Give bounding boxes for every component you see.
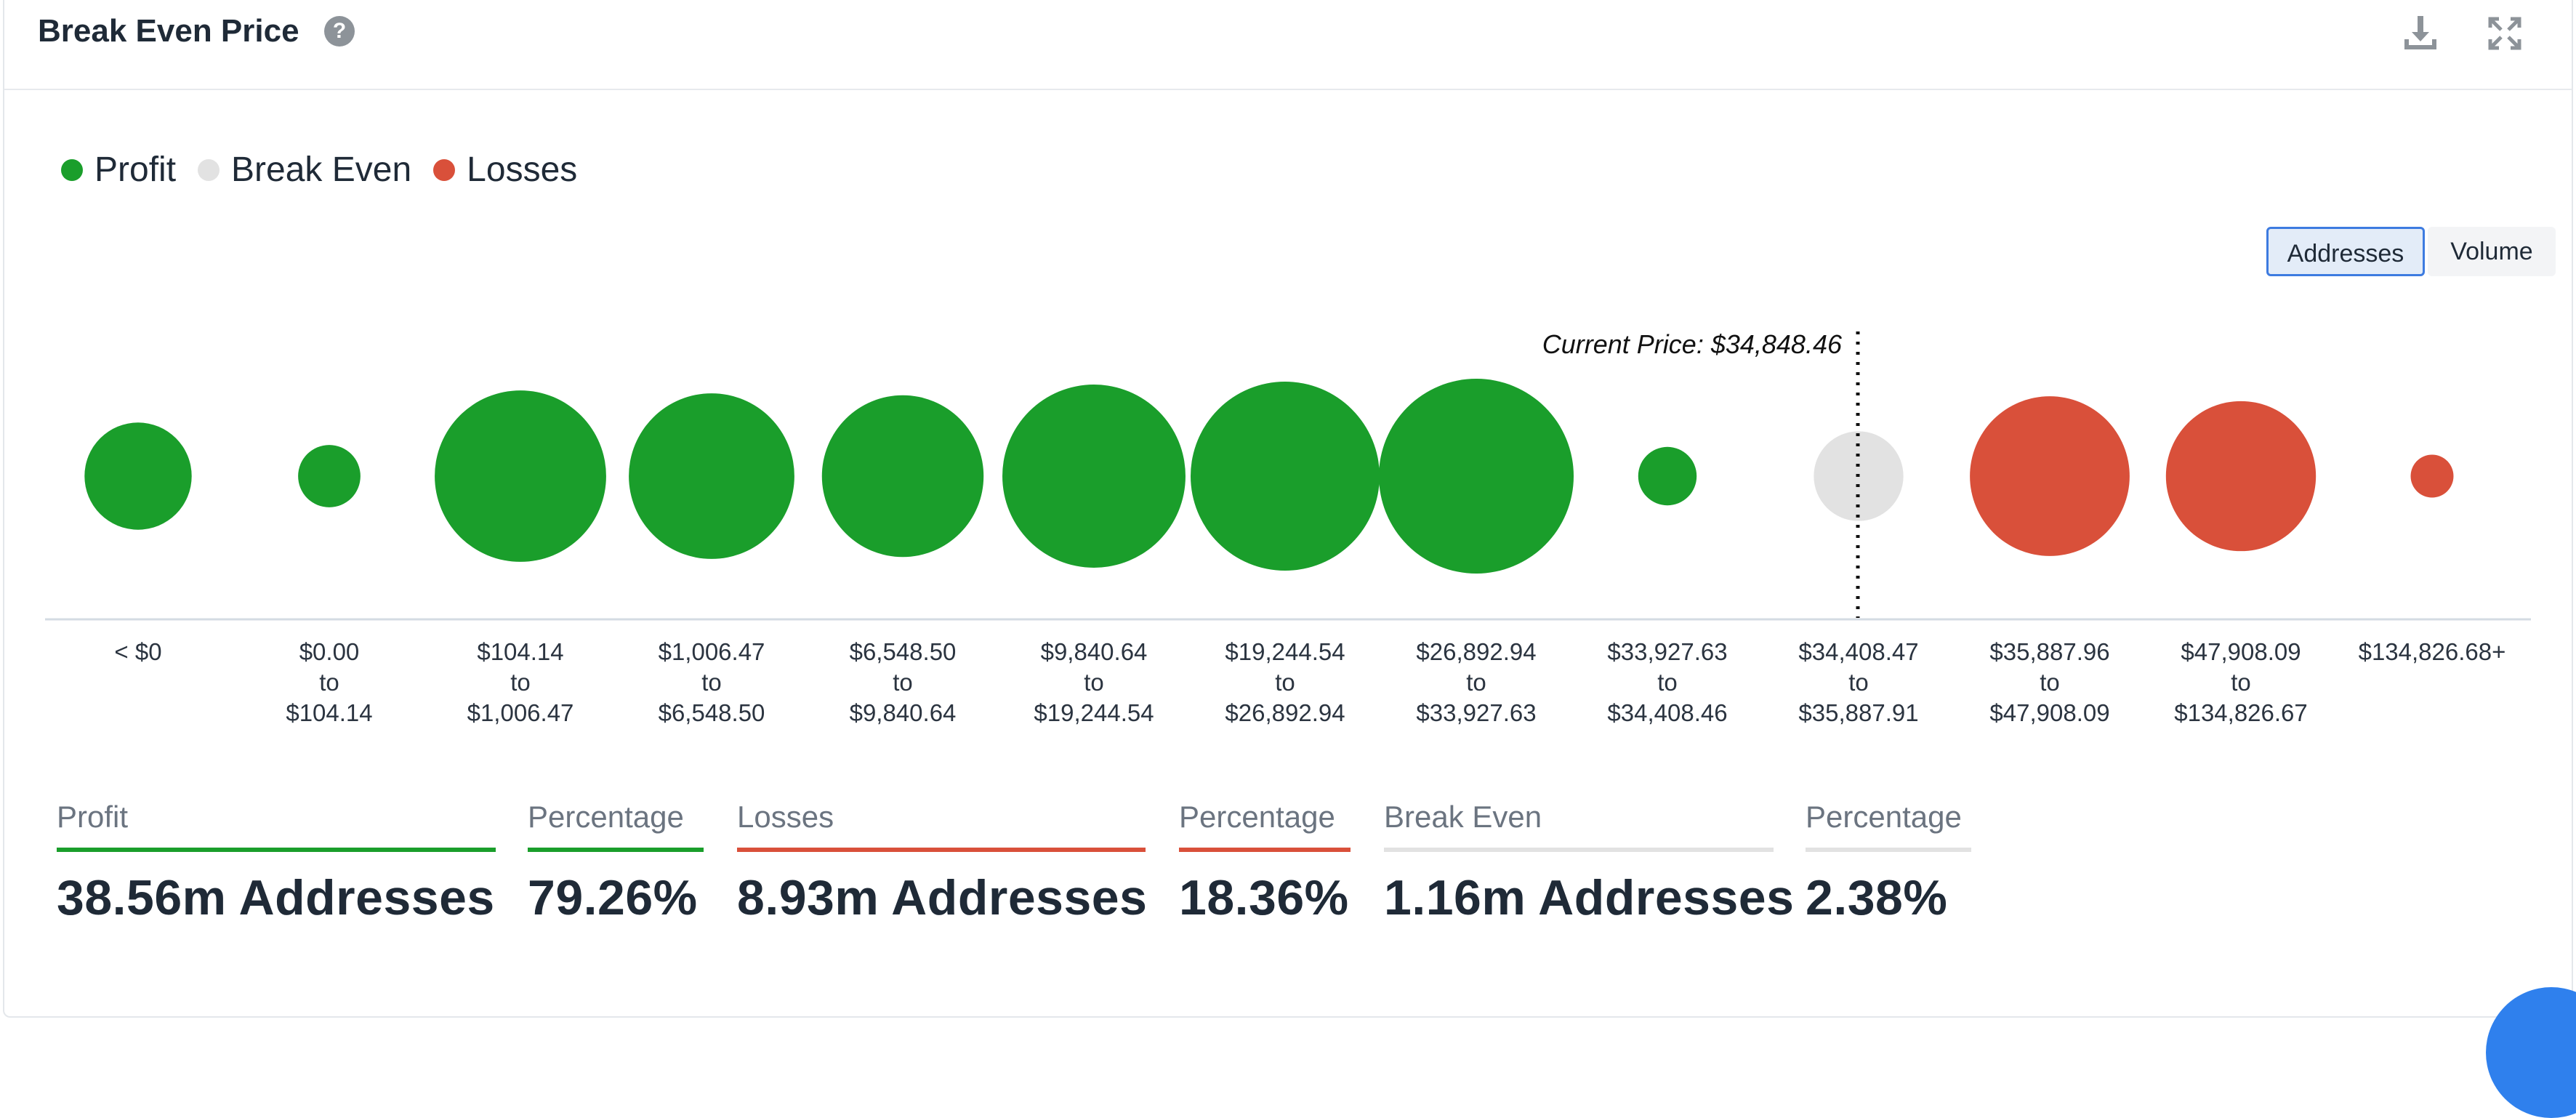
- x-tick-label: $134,826.67: [2174, 699, 2308, 726]
- bubble-profit[interactable]: [1002, 385, 1186, 568]
- stat-value: 2.38%: [1806, 870, 1948, 925]
- x-tick-label: to: [2231, 669, 2251, 696]
- download-icon[interactable]: [2399, 12, 2442, 55]
- x-tick-label: $0.00: [299, 638, 360, 665]
- x-tick-label: to: [1848, 669, 1869, 696]
- x-tick-label: $104.14: [477, 638, 563, 665]
- bubble-losses[interactable]: [1970, 396, 2130, 556]
- x-tick-label: to: [510, 669, 531, 696]
- x-tick-label: $34,408.46: [1607, 699, 1727, 726]
- stat-profit-percentage: Percentage 79.26%: [528, 800, 704, 926]
- stat-rule: [1384, 848, 1774, 852]
- help-icon[interactable]: ?: [324, 16, 355, 47]
- stat-value: 38.56m Addresses: [57, 870, 495, 925]
- x-tick-label: to: [1657, 669, 1678, 696]
- bubble-profit[interactable]: [1638, 446, 1697, 506]
- stat-label: Percentage: [1179, 800, 1335, 834]
- stat-break-even: Break Even 1.16m Addresses: [1384, 800, 1795, 926]
- bubble-series: [84, 379, 2454, 574]
- x-tick-label: $19,244.54: [1034, 699, 1154, 726]
- stat-rule: [737, 848, 1146, 852]
- page-title: Break Even Price: [38, 13, 299, 49]
- x-tick-label: $9,840.64: [1041, 638, 1148, 665]
- stat-rule: [1179, 848, 1351, 852]
- bubble-profit[interactable]: [1191, 382, 1380, 571]
- current-price-label: Current Price: $34,848.46: [1542, 329, 1843, 359]
- legend-item-losses[interactable]: Losses: [433, 150, 577, 190]
- x-tick-label: $6,548.50: [850, 638, 957, 665]
- stat-value: 8.93m Addresses: [737, 870, 1148, 925]
- card-header: Break Even Price ?: [4, 0, 2572, 90]
- stat-break-even-percentage: Percentage 2.38%: [1806, 800, 1971, 926]
- x-tick-label: to: [893, 669, 913, 696]
- volume-toggle-button[interactable]: Volume: [2428, 227, 2556, 276]
- stat-label: Break Even: [1384, 800, 1542, 834]
- x-tick-label: $35,887.91: [1798, 699, 1918, 726]
- x-tick-label: to: [1466, 669, 1486, 696]
- chart-legend: Profit Break Even Losses: [61, 150, 599, 190]
- bubble-profit[interactable]: [298, 445, 361, 507]
- stat-label: Percentage: [1806, 800, 1962, 834]
- x-tick-label: $6,548.50: [659, 699, 765, 726]
- legend-label: Losses: [467, 150, 578, 189]
- legend-dot: [198, 158, 220, 181]
- x-tick-label: to: [701, 669, 722, 696]
- bubble-profit[interactable]: [1379, 379, 1574, 574]
- x-tick-label: $104.14: [286, 699, 372, 726]
- legend-dot: [61, 158, 83, 181]
- x-tick-label: to: [1275, 669, 1295, 696]
- x-tick-label: $35,887.96: [1989, 638, 2109, 665]
- bubble-profit[interactable]: [84, 422, 192, 530]
- bubble-losses[interactable]: [2165, 401, 2317, 552]
- stat-losses: Losses 8.93m Addresses: [737, 800, 1148, 926]
- bubble-profit[interactable]: [435, 390, 606, 562]
- stat-profit: Profit 38.56m Addresses: [57, 800, 496, 926]
- legend-label: Break Even: [231, 150, 412, 189]
- x-tick-label: $1,006.47: [659, 638, 765, 665]
- x-tick-label: to: [319, 669, 339, 696]
- x-tick-label: $34,408.47: [1798, 638, 1918, 665]
- stat-label: Profit: [57, 800, 129, 834]
- x-tick-labels: < $0 $0.00 to $104.14 $104.14 to $1,006.47 $1,0…: [114, 638, 2505, 726]
- x-tick-label: $33,927.63: [1416, 699, 1536, 726]
- stat-rule: [57, 848, 496, 852]
- x-tick-label: $19,244.54: [1225, 638, 1345, 665]
- bubble-chart: Current Price: $34,848.46 < $0 $0.00 to $10…: [45, 329, 2531, 726]
- legend-item-break-even[interactable]: Break Even: [198, 150, 411, 190]
- x-tick-label: $9,840.64: [850, 699, 957, 726]
- stat-value: 79.26%: [528, 870, 698, 925]
- x-tick-label: $26,892.94: [1225, 699, 1345, 726]
- stat-value: 18.36%: [1179, 870, 1349, 925]
- x-tick-label: $26,892.94: [1416, 638, 1536, 665]
- stat-losses-percentage: Percentage 18.36%: [1179, 800, 1351, 926]
- stat-rule: [1806, 848, 1971, 852]
- legend-dot: [433, 158, 456, 181]
- bubble-losses[interactable]: [2410, 454, 2454, 498]
- expand-icon[interactable]: [2483, 12, 2527, 55]
- bubble-profit[interactable]: [821, 395, 984, 558]
- stat-label: Percentage: [528, 800, 684, 834]
- x-tick-label: < $0: [114, 638, 161, 665]
- stat-label: Losses: [737, 800, 834, 834]
- x-tick-label: $134,826.68+: [2359, 638, 2506, 665]
- stat-value: 1.16m Addresses: [1384, 870, 1795, 925]
- x-tick-label: $47,908.09: [2181, 638, 2301, 665]
- x-tick-label: to: [1084, 669, 1104, 696]
- x-tick-label: to: [2040, 669, 2060, 696]
- addresses-toggle-button[interactable]: Addresses: [2266, 227, 2425, 276]
- stat-rule: [528, 848, 704, 852]
- x-tick-label: $33,927.63: [1607, 638, 1727, 665]
- bubble-profit[interactable]: [629, 393, 794, 559]
- legend-item-profit[interactable]: Profit: [61, 150, 176, 190]
- x-tick-label: $47,908.09: [1989, 699, 2109, 726]
- legend-label: Profit: [94, 150, 177, 189]
- x-tick-label: $1,006.47: [467, 699, 574, 726]
